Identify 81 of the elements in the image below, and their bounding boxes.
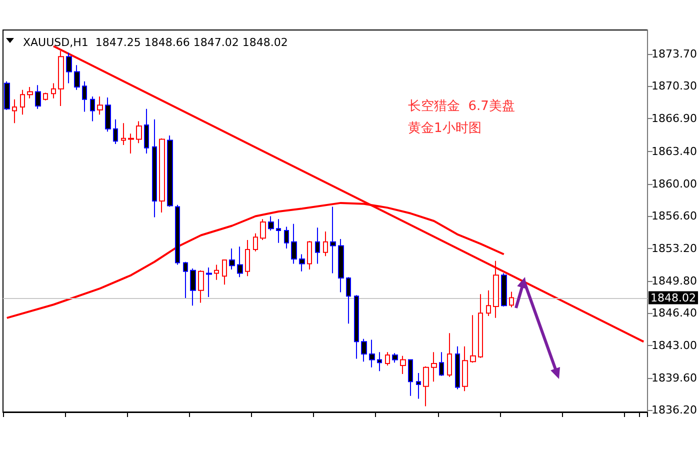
candlestick — [144, 108, 149, 154]
candlestick — [260, 218, 266, 241]
candlestick — [245, 240, 250, 277]
candlestick — [478, 294, 483, 358]
candlestick — [237, 246, 243, 278]
candlestick — [439, 352, 444, 376]
candlestick — [12, 98, 17, 124]
candlestick — [167, 134, 173, 208]
candlestick — [214, 264, 219, 280]
candlestick — [136, 120, 142, 144]
y-tick-label: 1853.20 — [652, 242, 698, 256]
y-tick-label: 1856.60 — [652, 210, 698, 223]
candlestick — [346, 276, 351, 324]
y-tick-label: 1836.20 — [652, 404, 698, 417]
candlestick — [74, 64, 80, 90]
candlestick — [400, 355, 406, 374]
candlestick — [509, 291, 514, 308]
candlestick — [323, 230, 328, 257]
candlestick — [330, 206, 336, 274]
annotation: 长空猎金 6.7美盘 — [408, 98, 515, 114]
candlestick — [392, 352, 398, 364]
candlestick — [470, 314, 476, 364]
candlestick — [90, 96, 95, 122]
candlestick — [105, 96, 111, 132]
y-tick-label: 1866.90 — [652, 112, 698, 125]
candlestick — [268, 216, 274, 232]
candlestick — [291, 223, 297, 264]
candlestick — [35, 84, 41, 110]
y-tick-label: 1873.70 — [652, 47, 698, 60]
candlestick — [299, 254, 305, 272]
candlestick — [369, 339, 375, 368]
candlestick — [354, 294, 359, 360]
candlestick — [58, 50, 64, 107]
annotation: 黄金1小时图 — [408, 121, 482, 136]
y-tick-label: 1843.00 — [652, 338, 698, 352]
candlestick — [431, 352, 437, 382]
candlestick — [20, 89, 25, 116]
candlestick — [284, 226, 289, 250]
candlestick — [152, 118, 157, 218]
candlestick — [385, 352, 390, 366]
candlestick — [175, 204, 180, 266]
candlestick — [307, 240, 312, 270]
candlestick — [198, 270, 204, 304]
candlestick — [447, 332, 452, 378]
candlestick — [159, 138, 165, 213]
y-tick-label: 1849.80 — [652, 274, 698, 288]
y-tick-label: 1846.40 — [652, 306, 698, 320]
y-tick-label: 1863.40 — [652, 145, 698, 158]
candlestick — [43, 92, 48, 101]
candlestick — [27, 86, 33, 99]
candlestick — [501, 272, 507, 308]
candlestick — [82, 80, 87, 112]
y-tick-label: 1860.00 — [652, 177, 698, 190]
candlestick — [493, 260, 499, 318]
candlestick — [229, 248, 235, 270]
text: XAUUSD,H1 1847.25 1848.66 1847.02 1848.02 — [23, 36, 288, 49]
candlestick — [361, 338, 367, 362]
candlestick — [253, 232, 258, 252]
candlestick — [113, 118, 118, 145]
candlestick — [486, 290, 491, 317]
candlestick — [276, 218, 281, 244]
candlestick — [462, 346, 468, 392]
candlestick — [423, 366, 429, 407]
candlestick — [128, 133, 134, 154]
candlestick — [222, 259, 227, 286]
candlestick — [97, 96, 103, 116]
ref-line-label: 1848.02 — [650, 291, 696, 304]
candlestick — [377, 352, 382, 372]
candlestick — [190, 268, 196, 306]
candlestick — [206, 267, 212, 298]
candlestick — [315, 227, 320, 264]
candlestick — [121, 122, 126, 146]
y-tick-label: 1870.30 — [652, 80, 698, 93]
candlestick — [51, 82, 56, 99]
candlestick — [183, 261, 188, 298]
candlestick — [455, 346, 460, 390]
candlestick — [338, 238, 344, 293]
candlestick — [416, 372, 421, 400]
candlestick — [408, 359, 413, 396]
y-tick-label: 1839.60 — [652, 371, 698, 384]
candlestick — [66, 52, 72, 84]
